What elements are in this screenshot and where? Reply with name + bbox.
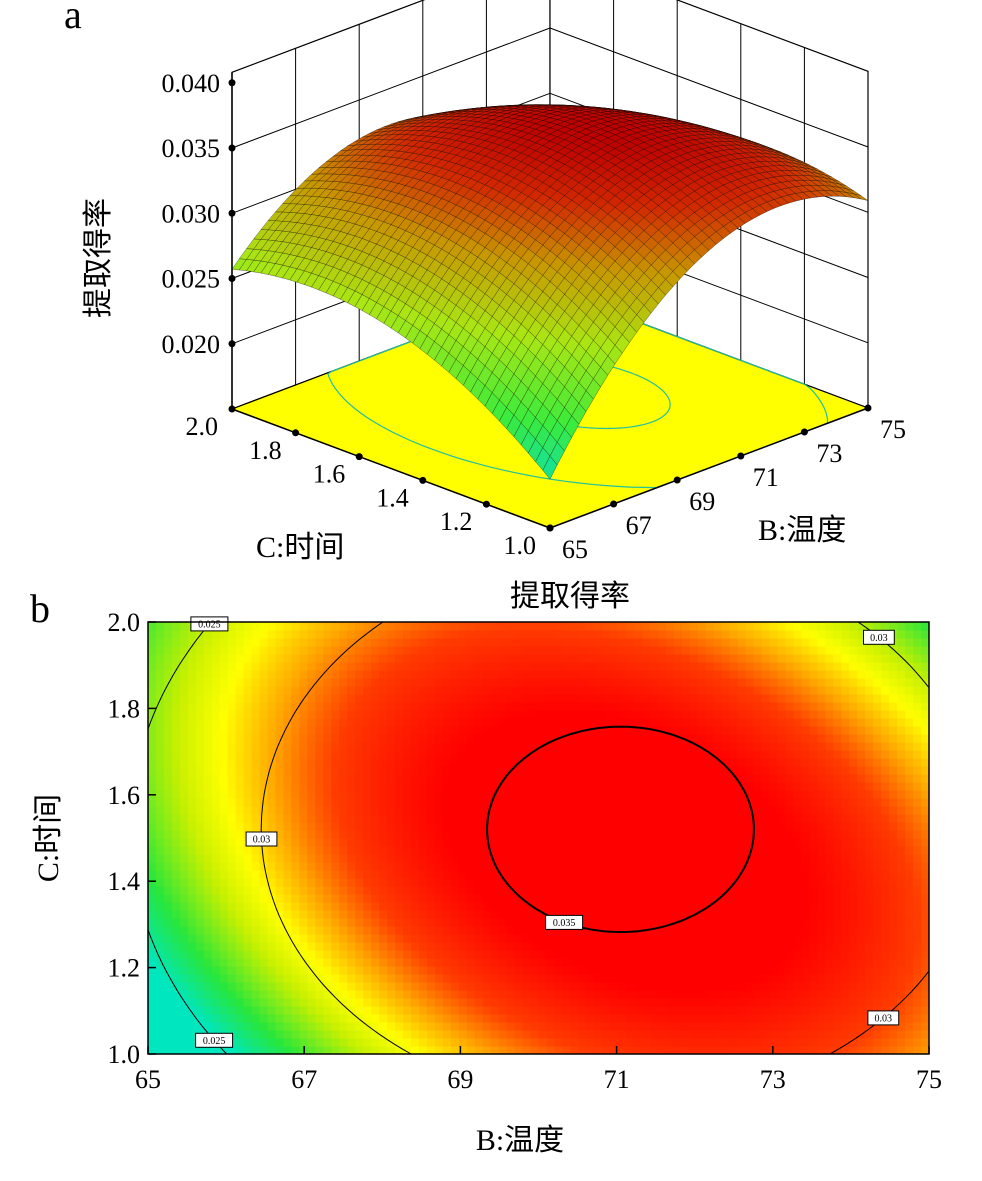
contour-level-label: 0.03 <box>875 1013 893 1024</box>
surface-x-tick-label: 69 <box>689 487 715 516</box>
contour-y-tick-label: 1.2 <box>108 954 141 983</box>
panel-b-letter: b <box>30 586 50 631</box>
surface-z-tick-mark <box>228 144 236 152</box>
contour-plot-frame <box>147 621 930 1055</box>
contour-x-tick-label: 71 <box>604 1065 630 1094</box>
contour-x-tick-label: 67 <box>291 1065 317 1094</box>
contour-x-tick-label: 73 <box>760 1065 786 1094</box>
contour-y-tick-label: 1.4 <box>108 867 141 896</box>
surface-z-tick-label: 0.030 <box>162 199 221 228</box>
contour-level-label: 0.03 <box>253 835 271 846</box>
surface-z-axis-label: 提取得率 <box>82 198 115 318</box>
surface-y-tick-label: 1.6 <box>313 460 346 489</box>
surface-x-tick-label: 73 <box>816 439 842 468</box>
contour-line-0.035 <box>486 725 755 933</box>
surface-x-tick-mark <box>800 428 808 436</box>
surface-x-tick-mark <box>864 404 872 412</box>
surface-y-tick-mark <box>419 476 427 484</box>
surface-z-tick-label: 0.040 <box>162 69 221 98</box>
surface-y-tick-mark <box>482 500 490 508</box>
surface-y-tick-label: 1.8 <box>249 436 282 465</box>
surface-x-tick-label: 67 <box>626 511 652 540</box>
surface-z-tick-label: 0.035 <box>162 134 221 163</box>
surface-y-tick-mark <box>228 405 236 413</box>
contour-labels: 0.025 0.025 0.03 0.03 0.03 0.035 <box>190 616 900 1048</box>
surface-y-tick-label: 1.0 <box>504 531 537 560</box>
surface-x-tick-mark <box>737 452 745 460</box>
surface-y-tick-label: 1.2 <box>440 507 473 536</box>
surface-x-axis-label: B:温度 <box>758 514 846 547</box>
surface-plot-panel: a 0.020 0.025 0.030 0.035 0.040 1.0 1.2 1.4 1.6 1… <box>64 0 906 564</box>
surface-x-tick-label: 71 <box>753 463 779 492</box>
surface-y-axis-label: C:时间 <box>256 531 344 564</box>
contour-axes: 65 67 69 71 73 75 1.0 1.2 1.4 1.6 1.8 2.0 <box>108 608 943 1094</box>
surface-z-tick-mark <box>228 340 236 348</box>
contour-level-label: 0.035 <box>553 918 576 929</box>
contour-line-0.03 <box>260 622 929 1054</box>
contour-y-tick-label: 1.0 <box>108 1040 141 1069</box>
contour-lines <box>148 622 929 1054</box>
contour-y-tick-label: 1.8 <box>108 694 141 723</box>
contour-y-axis-label: C:时间 <box>32 794 65 882</box>
surface-x-tick-mark <box>610 500 618 508</box>
contour-level-label: 0.03 <box>870 633 888 644</box>
surface-z-tick-mark <box>228 209 236 217</box>
contour-level-label: 0.025 <box>198 619 221 630</box>
contour-y-tick-label: 2.0 <box>108 608 141 637</box>
surface-y-tick-label: 2.0 <box>186 412 219 441</box>
contour-x-axis-label: B:温度 <box>476 1124 564 1157</box>
surface-axes: 0.020 0.025 0.030 0.035 0.040 1.0 1.2 1.4 1.6 1.8… <box>162 69 907 564</box>
surface-x-tick-label: 65 <box>562 535 588 564</box>
surface-z-tick-label: 0.020 <box>162 330 221 359</box>
surface-z-tick-label: 0.025 <box>162 265 221 294</box>
contour-x-tick-label: 65 <box>135 1065 161 1094</box>
surface-y-tick-mark <box>292 429 300 437</box>
contour-y-tick-label: 1.6 <box>108 781 141 810</box>
surface-x-tick-label: 75 <box>880 415 906 444</box>
panel-a-letter: a <box>64 0 82 37</box>
contour-level-label: 0.025 <box>203 1036 226 1047</box>
contour-heatmap <box>148 622 929 1054</box>
surface-x-tick-mark <box>546 524 554 532</box>
contour-x-tick-label: 69 <box>447 1065 473 1094</box>
response-surface-mesh <box>231 104 869 480</box>
contour-title: 提取得率 <box>510 580 630 613</box>
surface-z-tick-mark <box>228 79 236 87</box>
surface-y-tick-label: 1.4 <box>376 483 409 512</box>
surface-z-tick-mark <box>228 275 236 282</box>
contour-x-tick-label: 75 <box>916 1065 942 1094</box>
surface-x-tick-mark <box>673 476 681 484</box>
surface-y-tick-mark <box>355 453 363 461</box>
